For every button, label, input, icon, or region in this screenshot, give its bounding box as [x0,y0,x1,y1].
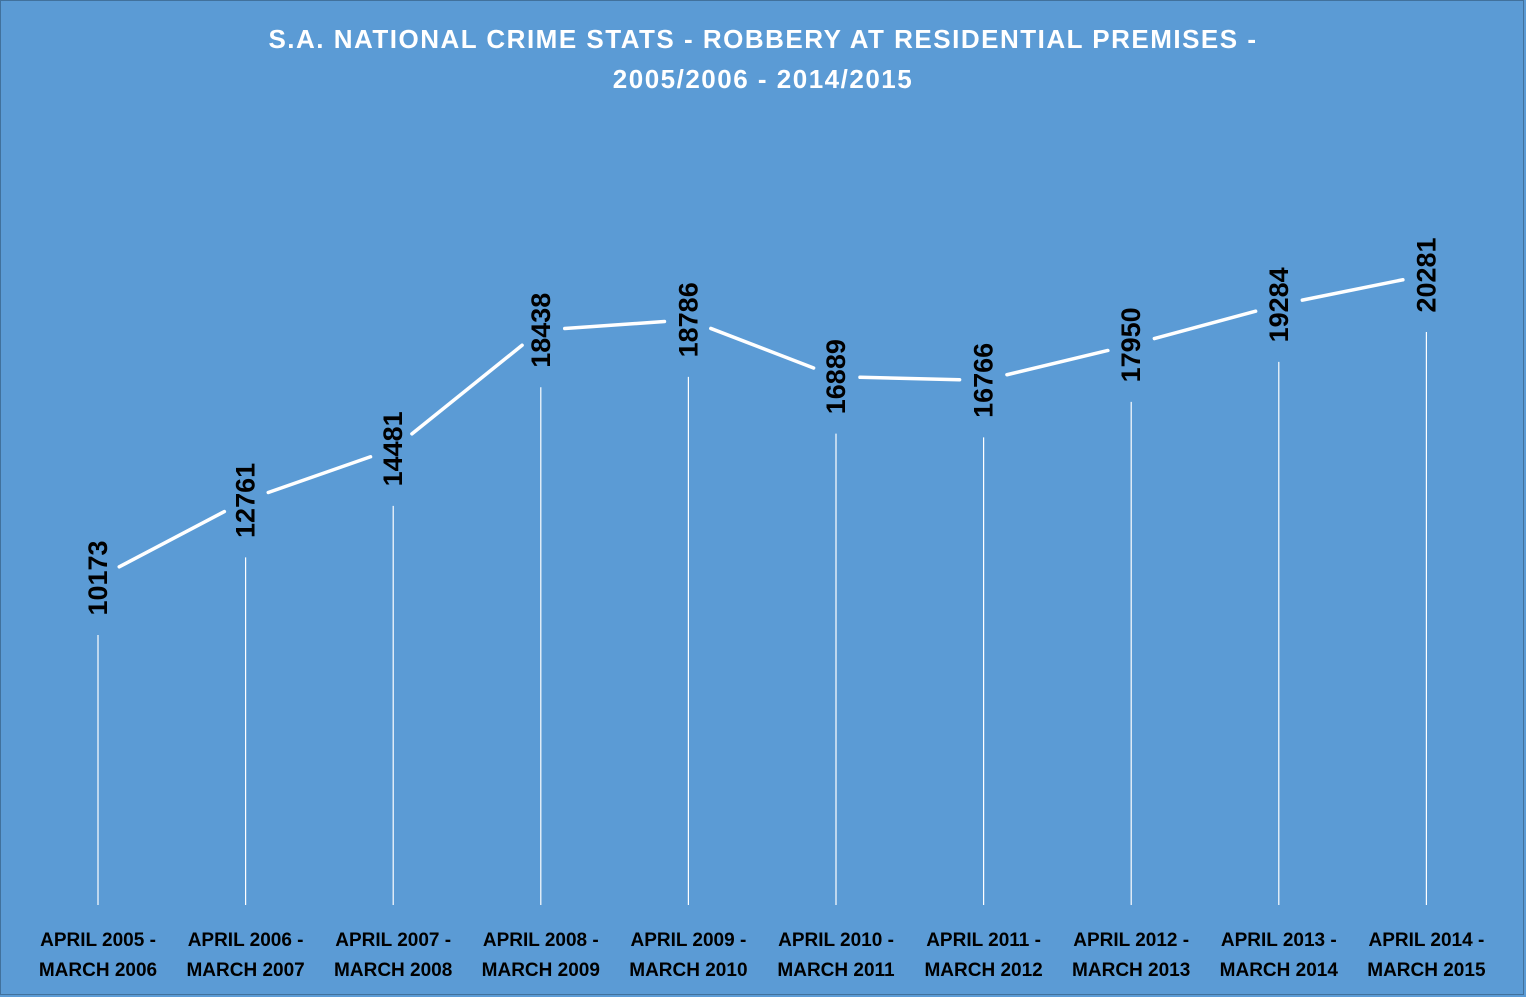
series-line-segment [117,509,227,569]
x-tick-label: APRIL 2005 - MARCH 2006 [38,930,158,981]
series-line-segment [410,343,524,436]
x-tick-label: APRIL 2012 - MARCH 2013 [1072,930,1191,981]
series-line-segment [858,375,962,382]
data-label: 12761 [231,463,261,538]
series-line-segment [1152,309,1258,341]
data-label: 19284 [1264,267,1294,342]
x-tick-label: APRIL 2009 - MARCH 2010 [629,930,748,981]
series-line-segment [266,455,373,495]
series-line-segment [562,319,667,331]
series-line-segment [1300,278,1405,302]
chart-title-line-2: 2005/2006 - 2014/2015 [612,64,914,94]
data-label: 14481 [378,411,408,486]
x-tick-label: APRIL 2010 - MARCH 2011 [777,930,895,981]
data-label: 10173 [83,540,113,615]
data-label: 18438 [526,293,556,368]
data-label: 18786 [673,282,703,357]
x-tick-label: APRIL 2006 - MARCH 2007 [186,930,305,981]
x-tick-label: APRIL 2011 - MARCH 2012 [924,930,1043,981]
x-tick-label: APRIL 2014 - MARCH 2015 [1367,930,1486,981]
series-line-segment [709,326,816,370]
series-line-segment [1005,348,1110,377]
x-tick-label: APRIL 2007 - MARCH 2008 [334,930,453,981]
data-label: 20281 [1411,237,1441,312]
data-label: 16766 [969,343,999,418]
x-tick-label: APRIL 2008 - MARCH 2009 [481,930,600,981]
x-tick-label: APRIL 2013 - MARCH 2014 [1219,930,1338,981]
data-label: 17950 [1116,307,1146,382]
chart-title-line-1: S.A. NATIONAL CRIME STATS - ROBBERY AT R… [268,24,1258,54]
data-label: 16889 [821,339,851,414]
